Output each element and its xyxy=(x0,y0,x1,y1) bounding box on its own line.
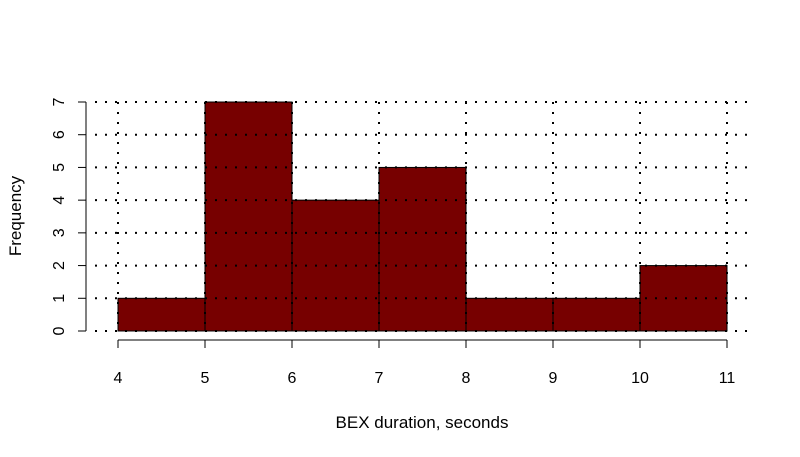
x-tick-label-9: 9 xyxy=(549,370,558,387)
y-tick-label-0: 0 xyxy=(51,326,68,335)
bars xyxy=(117,101,728,332)
y-tick-label-5: 5 xyxy=(51,163,68,172)
histogram-bar-2 xyxy=(204,101,293,332)
x-tick-label-4: 4 xyxy=(114,370,123,387)
x-tick-label-6: 6 xyxy=(288,370,297,387)
y-axis-title: Frequency xyxy=(6,175,25,256)
x-tick-label-5: 5 xyxy=(201,370,210,387)
grid xyxy=(95,101,752,332)
y-tick-label-3: 3 xyxy=(51,228,68,237)
y-tick-label-2: 2 xyxy=(51,261,68,270)
y-tick-label-7: 7 xyxy=(51,97,68,106)
y-tick-label-1: 1 xyxy=(51,294,68,303)
histogram-bar-4 xyxy=(378,166,467,332)
x-axis: 4 5 6 7 8 9 10 11 xyxy=(114,339,736,387)
y-tick-label-4: 4 xyxy=(51,196,68,205)
histogram-bar-5 xyxy=(465,297,554,332)
y-axis: 0 1 2 3 4 5 6 7 xyxy=(51,97,87,335)
histogram-bar-6 xyxy=(552,297,641,332)
x-tick-label-10: 10 xyxy=(631,370,649,387)
histogram-bar-7 xyxy=(639,265,728,332)
histogram-bar-1 xyxy=(117,297,206,332)
x-tick-label-11: 11 xyxy=(719,370,736,387)
x-axis-title: BEX duration, seconds xyxy=(336,413,509,432)
x-tick-label-8: 8 xyxy=(462,370,471,387)
y-tick-label-6: 6 xyxy=(51,130,68,139)
x-tick-label-7: 7 xyxy=(375,370,384,387)
